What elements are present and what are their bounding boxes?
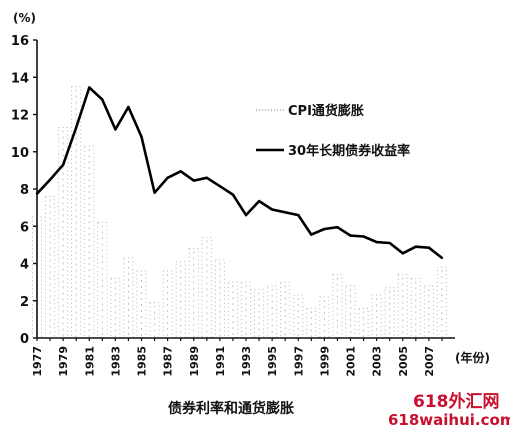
bond-yield-point [401, 252, 404, 255]
x-tick-label: 1979 [57, 346, 70, 377]
bond-yield-point [166, 176, 169, 180]
x-tick-label: 1997 [292, 346, 305, 377]
bond-yield-point [114, 128, 117, 131]
x-tick-label: 1983 [109, 346, 122, 377]
bond-yield-point [74, 126, 78, 129]
cpi-bar [332, 274, 343, 339]
cpi-bar [97, 222, 108, 339]
x-tick-label: 2003 [371, 346, 384, 377]
x-tick-label: 1987 [162, 346, 175, 377]
bond-yield-point [61, 163, 65, 166]
x-tick-label: 1989 [188, 346, 201, 377]
cpi-bar [188, 248, 199, 339]
bond-yield-point [297, 213, 300, 217]
y-tick-label: 6 [20, 220, 29, 235]
cpi-bar [319, 296, 330, 339]
x-tick-label: 1977 [31, 346, 44, 377]
y-ticks: 0 2 4 6 8 10 12 14 16 [11, 34, 37, 347]
cpi-bar [306, 307, 317, 339]
x-tick-label: 1999 [318, 346, 331, 377]
bond-yield-point [231, 193, 235, 196]
x-tick-label: 1995 [266, 346, 279, 377]
cpi-bar [84, 145, 95, 339]
cpi-bar [214, 259, 225, 339]
cpi-bar [44, 195, 56, 339]
cpi-bar [410, 277, 421, 339]
x-tick-label: 2001 [345, 346, 358, 377]
bond-yield-points [35, 86, 444, 260]
y-unit-label: (%) [13, 11, 36, 25]
legend: CPI通货膨胀 30年长期债券收益率 [256, 103, 410, 159]
x-tick-label: 1985 [136, 346, 149, 377]
bond-yield-point [257, 199, 261, 203]
bond-yield-point [440, 256, 444, 260]
legend-label-bond: 30年长期债券收益率 [288, 143, 410, 159]
legend-label-cpi: CPI通货膨胀 [288, 103, 364, 119]
bond-yield-point [205, 176, 209, 180]
cpi-bar [123, 257, 134, 339]
bond-yield-point [349, 234, 352, 237]
bond-yield-point [283, 211, 287, 214]
cpi-bar [175, 261, 186, 339]
cpi-bars [31, 86, 448, 339]
bond-yield-point [218, 185, 222, 188]
bond-yield-point [48, 178, 52, 181]
x-unit-label: (年份) [455, 350, 490, 365]
bond-yield-point [375, 240, 378, 244]
bond-yield-point [35, 192, 39, 195]
bond-yield-point [244, 213, 248, 217]
bond-yield-line [36, 86, 443, 259]
cpi-bar [71, 86, 82, 339]
y-tick-label: 16 [11, 34, 29, 49]
axes [36, 40, 455, 339]
watermark-line1: 618外汇网 [413, 391, 500, 412]
cpi-bar [358, 307, 369, 339]
y-tick-label: 4 [20, 258, 29, 273]
y-tick-label: 2 [20, 295, 29, 310]
bond-yield-point [427, 246, 431, 249]
x-tick-label: 1981 [83, 346, 96, 377]
x-tick-label: 1991 [214, 346, 227, 377]
watermark-line2: 618waihui.com [388, 411, 510, 429]
bond-yield-point [140, 135, 143, 139]
cpi-bar [280, 281, 291, 339]
chart-caption: 债券利率和通货膨胀 [168, 400, 294, 417]
x-tick-label: 2005 [397, 346, 410, 377]
bond-yield-point [270, 208, 274, 211]
cpi-bar [149, 302, 160, 339]
cpi-bar [253, 289, 265, 339]
bond-yield-point [310, 233, 313, 236]
bond-yield-point [101, 98, 104, 101]
bond-yield-point [192, 179, 195, 182]
bond-yield-point [388, 241, 391, 245]
y-tick-label: 8 [20, 183, 29, 198]
bond-yield-point [362, 235, 365, 238]
cpi-bar [397, 274, 408, 339]
x-tick-label: 2007 [423, 346, 436, 377]
y-tick-label: 14 [11, 71, 29, 86]
bond-yield-point [336, 225, 339, 229]
y-tick-label: 0 [20, 332, 29, 347]
cpi-bar [110, 277, 121, 339]
bond-yield-point [414, 245, 418, 248]
y-tick-label: 10 [11, 146, 29, 161]
cpi-bar [423, 285, 434, 339]
cpi-bar [240, 281, 252, 339]
cpi-bar [345, 285, 356, 339]
cpi-bar [201, 236, 212, 339]
bond-yield-point [179, 170, 182, 173]
bond-yield-point [323, 227, 326, 231]
bond-yield-point [127, 105, 130, 109]
x-tick-label: 1993 [240, 346, 253, 377]
y-tick-label: 12 [11, 109, 29, 124]
bond-yield-point [88, 86, 91, 89]
bond-yield-point [153, 191, 156, 194]
cpi-bar [227, 281, 239, 339]
cpi-bar [384, 287, 395, 339]
cpi-bar [267, 285, 278, 339]
x-ticks: 1977 1979 1981 1983 1985 1987 1989 1991 1993 1995… [31, 338, 443, 377]
